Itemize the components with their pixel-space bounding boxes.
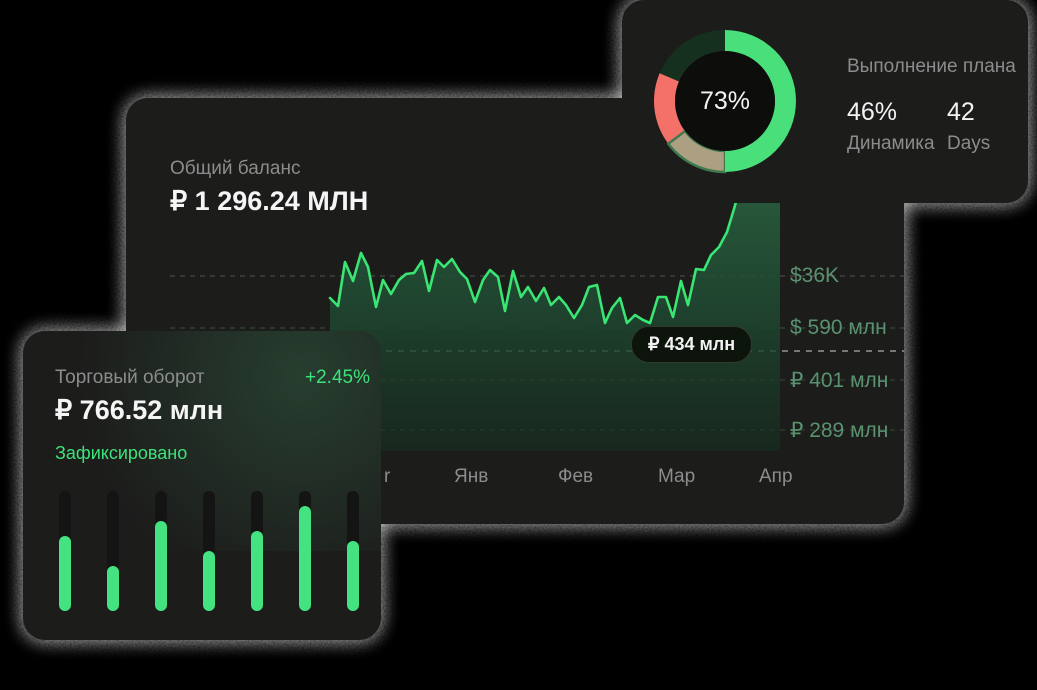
svg-text:73%: 73%	[700, 87, 750, 115]
